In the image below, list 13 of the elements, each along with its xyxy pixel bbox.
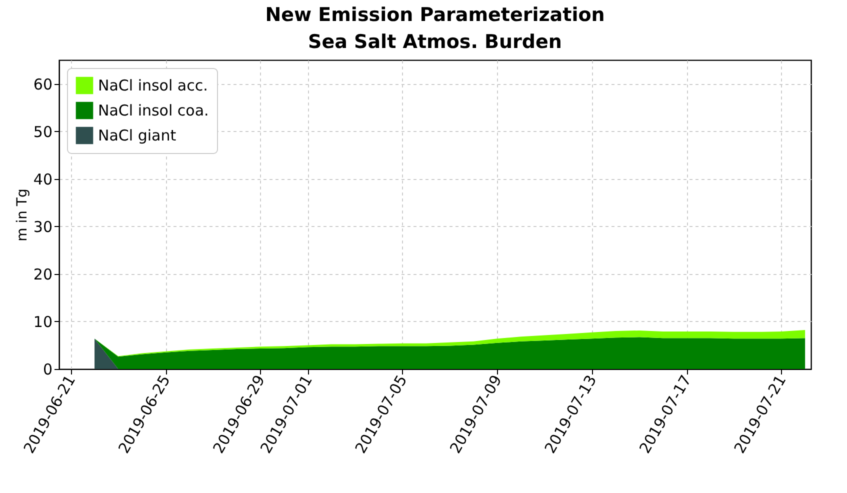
y-tick-label: 0 bbox=[42, 360, 52, 378]
y-axis-title: m in Tg bbox=[14, 188, 30, 242]
legend-label: NaCl insol coa. bbox=[98, 102, 209, 120]
y-tick-label: 20 bbox=[33, 265, 52, 284]
y-tick-label: 10 bbox=[33, 312, 52, 331]
y-tick-label: 60 bbox=[33, 75, 52, 94]
chart-title: New Emission Parameterization bbox=[265, 4, 605, 26]
y-tick-label: 30 bbox=[33, 218, 52, 236]
chart-subtitle: Sea Salt Atmos. Burden bbox=[308, 31, 562, 53]
legend-label: NaCl insol acc. bbox=[98, 76, 208, 94]
legend-label: NaCl giant bbox=[98, 126, 176, 144]
y-tick-label: 40 bbox=[33, 170, 52, 188]
y-tick-label: 50 bbox=[33, 122, 52, 141]
